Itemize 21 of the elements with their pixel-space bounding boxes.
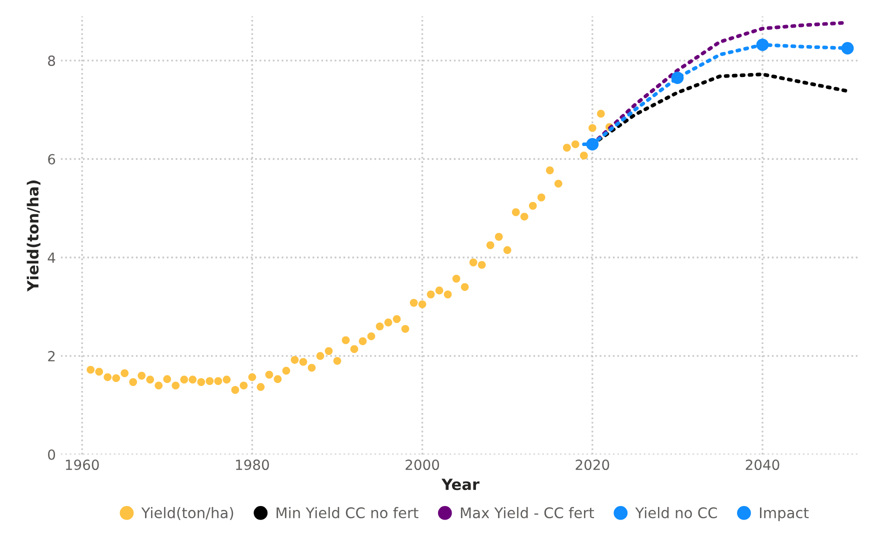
point xyxy=(841,42,854,54)
y-tick-label: 8 xyxy=(48,56,56,66)
y-tick-label: 0 xyxy=(48,449,56,460)
legend-label: Min Yield CC no fert xyxy=(276,507,418,518)
point xyxy=(586,138,599,150)
x-axis-title: Year xyxy=(441,478,480,490)
point xyxy=(671,72,684,84)
legend-label: Yield(ton/ha) xyxy=(141,507,234,520)
point xyxy=(756,38,769,51)
legend-label: Yield no CC xyxy=(635,507,717,518)
x-tick-label: 1980 xyxy=(236,460,269,470)
x-tick-label: 2040 xyxy=(746,460,780,470)
legend-label: Impact xyxy=(760,507,809,522)
y-axis-title: Yield(ton/ha) xyxy=(26,180,40,292)
x-tick-label: 2000 xyxy=(406,460,440,470)
y-tick-label: 2 xyxy=(48,350,55,362)
legend-label: Max Yield - CC fert xyxy=(460,507,594,518)
x-tick-label: 1960 xyxy=(66,460,99,470)
x-tick-label: 2020 xyxy=(576,460,610,470)
y-tick-label: 6 xyxy=(48,154,56,164)
y-tick-label: 4 xyxy=(48,252,56,263)
